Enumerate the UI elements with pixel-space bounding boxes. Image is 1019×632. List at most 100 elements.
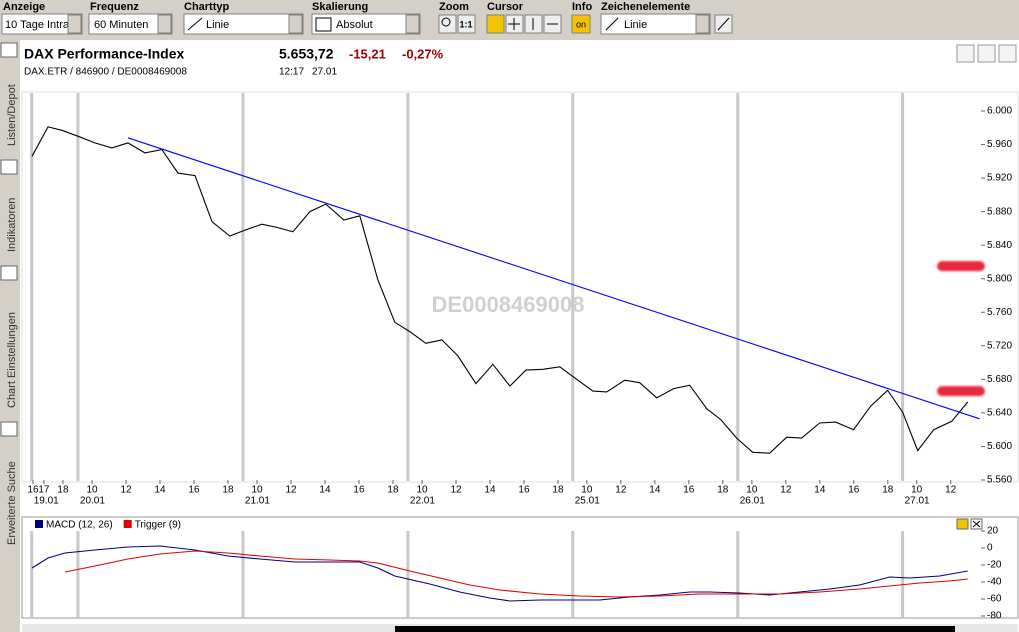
view-button[interactable] [998, 44, 1017, 63]
dropdown[interactable] [67, 14, 82, 34]
tab-icon[interactable] [0, 265, 18, 281]
tab-icon[interactable] [0, 42, 18, 58]
y-tick-label: 5.560 [987, 475, 1012, 486]
toolbar-label: Cursor [487, 1, 524, 13]
date: 27.01 [312, 67, 337, 78]
x-tick-label: 18 [222, 485, 234, 496]
x-tick-label: 14 [319, 485, 331, 496]
dropdown[interactable] [288, 14, 303, 34]
select-value: Linie [624, 19, 647, 31]
x-tick-label: 16 [518, 485, 530, 496]
y-tick-label: 5.640 [987, 408, 1012, 419]
x-tick-label: 18 [552, 485, 564, 496]
x-tick-label: 18 [387, 485, 399, 496]
button-text: on [576, 19, 586, 29]
x-tick-label: 14 [154, 485, 166, 496]
select-value: 60 Minuten [94, 19, 148, 31]
select[interactable] [600, 13, 711, 35]
y-tick-label: 5.800 [987, 273, 1012, 284]
x-tick-label: 16 [848, 485, 860, 496]
indicator-line [31, 545, 968, 602]
price-line [31, 126, 969, 454]
x-day-label: 20.01 [80, 496, 105, 507]
icon [441, 17, 451, 27]
tab-icon[interactable] [0, 421, 18, 437]
zoom-button[interactable] [438, 14, 457, 34]
icon [717, 17, 730, 31]
view-button[interactable] [977, 44, 996, 63]
info-button[interactable] [571, 14, 591, 34]
dropdown[interactable] [405, 14, 420, 34]
x-tick-label: 18 [57, 485, 69, 496]
x-tick-label: 10 [416, 485, 428, 496]
macd-frame [21, 516, 1019, 619]
toolbar-label: Zoom [439, 1, 469, 13]
button-text: 1:1 [459, 19, 472, 29]
panel-button[interactable] [956, 518, 969, 530]
select-value: Linie [206, 19, 229, 31]
sidebar-tab[interactable]: Erweiterte Suche [6, 461, 18, 545]
y-tick-label: 5.680 [987, 374, 1012, 385]
x-tick-label: 16 [683, 485, 695, 496]
icon [508, 18, 520, 30]
indicator-line [64, 550, 968, 598]
y-tick-label: 5.720 [987, 340, 1012, 351]
x-day-label: 26.01 [740, 496, 765, 507]
legend-swatch [35, 520, 43, 528]
x-tick-label: 10 [251, 485, 263, 496]
select[interactable] [311, 13, 421, 35]
x-tick-label: 16 [27, 485, 39, 496]
select[interactable] [1, 13, 83, 35]
legend-label: Trigger (9) [135, 520, 181, 531]
scroll-thumb[interactable] [395, 626, 955, 632]
y-tick-label: -20 [987, 560, 1002, 571]
sidebar-tab[interactable]: Chart Einstellungen [6, 312, 18, 408]
cursor-button[interactable] [486, 14, 505, 34]
y-tick-label: -80 [987, 611, 1002, 622]
time: 12:17 [279, 67, 304, 78]
toolbar-label: Zeichenelemente [601, 1, 690, 13]
x-day-label: 22.01 [410, 496, 435, 507]
toolbar-label: Charttyp [184, 1, 230, 13]
legend-swatch [123, 520, 132, 528]
dropdown[interactable] [695, 14, 710, 34]
toolbar-label: Frequenz [90, 1, 139, 13]
select[interactable] [88, 13, 173, 35]
x-day-label: 27.01 [905, 496, 930, 507]
x-tick-label: 14 [814, 485, 826, 496]
x-tick-label: 16 [353, 485, 365, 496]
x-tick-label: 10 [746, 485, 758, 496]
y-tick-label: 5.600 [987, 441, 1012, 452]
toolbar-label: Info [572, 1, 592, 13]
sidebar-tab[interactable]: Listen/Depot [6, 84, 18, 146]
x-day-label: 19.01 [34, 496, 59, 507]
y-tick-label: 5.760 [987, 307, 1012, 318]
dropdown[interactable] [157, 14, 172, 34]
plot-frame [21, 91, 1019, 483]
change-pct: -0,27% [402, 46, 444, 61]
view-button[interactable] [956, 44, 975, 63]
toolbar-label: Anzeige [3, 1, 45, 13]
sidebar-tab[interactable]: Indikatoren [6, 198, 18, 252]
y-tick-label: 5.960 [987, 139, 1012, 150]
x-tick-label: 12 [780, 485, 792, 496]
select-value: 10 Tage Intra [5, 19, 70, 31]
x-tick-label: 10 [911, 485, 923, 496]
x-tick-label: 12 [285, 485, 297, 496]
select[interactable] [183, 13, 304, 35]
icon [605, 17, 619, 31]
watermark: DE0008469008 [432, 292, 585, 317]
x-tick-label: 14 [649, 485, 661, 496]
x-tick-label: 12 [450, 485, 462, 496]
tab-icon[interactable] [0, 159, 18, 175]
zoom-button[interactable] [457, 14, 476, 34]
x-tick-label: 12 [615, 485, 627, 496]
x-tick-label: 10 [86, 485, 98, 496]
legend-label: MACD (12, 26) [46, 520, 113, 531]
chart-area [20, 40, 1019, 632]
x-tick-label: 16 [188, 485, 200, 496]
y-tick-label: 5.880 [987, 206, 1012, 217]
x-tick-label: 12 [945, 485, 957, 496]
sidebar [0, 40, 19, 632]
